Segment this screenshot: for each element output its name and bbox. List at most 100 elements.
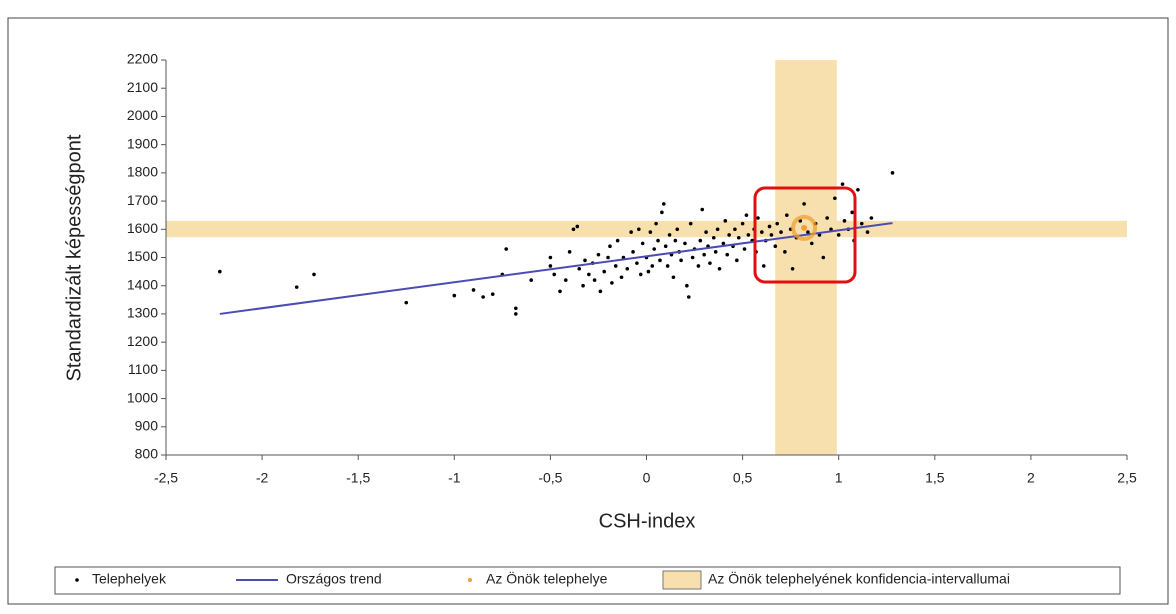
point bbox=[640, 241, 645, 246]
point bbox=[733, 227, 737, 232]
point bbox=[686, 295, 691, 299]
point bbox=[715, 227, 720, 232]
point bbox=[619, 275, 624, 280]
trend-line bbox=[219, 222, 893, 315]
y-tick-label: 1900 bbox=[127, 135, 158, 151]
point bbox=[708, 261, 712, 265]
y-tick-label: 1200 bbox=[127, 333, 158, 349]
point bbox=[581, 283, 585, 288]
x-tick-label: 0 bbox=[643, 470, 651, 486]
point bbox=[514, 306, 518, 311]
point bbox=[404, 300, 409, 305]
y-tick-label: 900 bbox=[135, 417, 159, 433]
point bbox=[779, 230, 783, 234]
legend bbox=[54, 566, 1121, 595]
point bbox=[761, 264, 766, 268]
point bbox=[218, 269, 222, 274]
point bbox=[638, 272, 643, 277]
x-tick-label: 1 bbox=[835, 470, 843, 486]
point bbox=[767, 224, 772, 229]
point bbox=[552, 272, 557, 277]
x-tick-label: 0,5 bbox=[733, 470, 753, 486]
point bbox=[646, 269, 651, 274]
y-tick-label: 1800 bbox=[127, 164, 158, 180]
point bbox=[571, 227, 576, 232]
point bbox=[596, 252, 601, 257]
point bbox=[615, 238, 620, 243]
point bbox=[735, 258, 739, 263]
point bbox=[679, 258, 683, 263]
point bbox=[675, 227, 680, 232]
point bbox=[592, 278, 597, 282]
y-tick-label: 2100 bbox=[127, 79, 158, 95]
point bbox=[637, 227, 641, 232]
point bbox=[744, 213, 749, 217]
point bbox=[890, 171, 895, 175]
point bbox=[663, 244, 668, 249]
point bbox=[756, 216, 760, 220]
confidence-band-y bbox=[166, 220, 1127, 238]
y-tick-label: 1600 bbox=[127, 220, 158, 236]
point bbox=[723, 219, 728, 223]
confidence-band-x bbox=[775, 60, 837, 455]
point bbox=[769, 233, 774, 237]
x-tick-label: 1,5 bbox=[925, 470, 945, 486]
y-tick-label: 2000 bbox=[127, 107, 158, 123]
point bbox=[833, 196, 837, 201]
point bbox=[869, 216, 874, 220]
point bbox=[563, 278, 568, 282]
point bbox=[740, 221, 745, 226]
y-tick-label: 2200 bbox=[127, 51, 158, 67]
y-tick-label: 1700 bbox=[127, 192, 158, 208]
point bbox=[802, 202, 806, 206]
point bbox=[481, 295, 485, 299]
point bbox=[606, 255, 610, 260]
point bbox=[690, 255, 695, 260]
point bbox=[625, 266, 630, 271]
legend-label: Telephelyek bbox=[92, 571, 167, 587]
frame bbox=[7, 17, 1169, 605]
point bbox=[721, 241, 726, 246]
point bbox=[660, 210, 664, 215]
point bbox=[865, 230, 870, 234]
point bbox=[671, 275, 676, 280]
point bbox=[558, 289, 562, 294]
x-tick-label: 2 bbox=[1027, 470, 1035, 486]
legend-marker bbox=[662, 570, 702, 590]
point bbox=[700, 207, 705, 212]
y-tick-label: 800 bbox=[135, 446, 159, 462]
point bbox=[688, 221, 693, 226]
plot-area: 800 900 1000 1100 1200 1300 1400 1500 1600 1700 18… bbox=[127, 51, 1137, 486]
point bbox=[775, 221, 779, 226]
x-tick-label: -1 bbox=[448, 470, 461, 486]
y-tick-label: 1000 bbox=[127, 389, 158, 405]
point bbox=[631, 250, 635, 254]
y-tick-label: 1300 bbox=[127, 305, 158, 321]
own-site-halo bbox=[791, 214, 818, 241]
y-tick-label: 1500 bbox=[127, 248, 158, 264]
point bbox=[583, 258, 587, 263]
legend-marker bbox=[468, 578, 472, 582]
point bbox=[856, 187, 860, 192]
point bbox=[610, 281, 614, 285]
point bbox=[783, 250, 787, 254]
point bbox=[667, 233, 672, 237]
x-tick-label: -1,5 bbox=[346, 470, 370, 486]
point bbox=[836, 233, 841, 237]
point bbox=[548, 255, 553, 260]
legend-label: Az Önök telephelyének konfidencia-interv… bbox=[708, 570, 1010, 587]
point bbox=[548, 264, 553, 268]
point bbox=[698, 238, 703, 243]
point bbox=[587, 272, 591, 277]
point bbox=[842, 219, 847, 223]
y-tick-label: 1400 bbox=[127, 276, 158, 292]
point bbox=[760, 230, 764, 234]
point bbox=[471, 288, 476, 292]
point bbox=[711, 235, 716, 240]
point bbox=[717, 266, 722, 271]
point bbox=[312, 272, 316, 277]
point bbox=[683, 241, 687, 246]
point bbox=[725, 252, 730, 257]
x-tick-label: -2,5 bbox=[154, 470, 178, 486]
point bbox=[713, 250, 718, 254]
